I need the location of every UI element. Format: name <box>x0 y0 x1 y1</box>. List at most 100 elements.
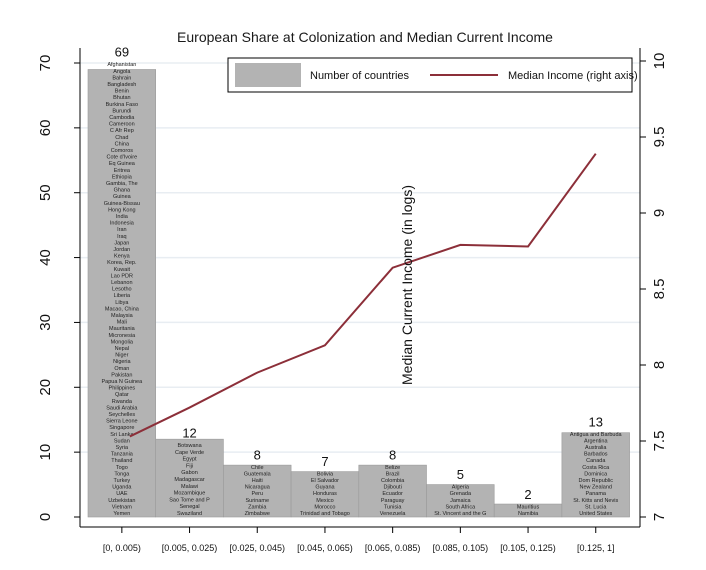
country-label: Sri Lanka <box>110 432 134 438</box>
bar <box>223 464 292 518</box>
country-label: Iraq <box>117 234 126 240</box>
country-label: Mozambique <box>174 491 206 497</box>
country-label: New Zealand <box>580 485 612 491</box>
country-label: Antigua and Barbuda <box>570 432 623 438</box>
country-label: Mongolia <box>111 339 134 345</box>
country-label: Ghana <box>114 188 131 194</box>
country-label: Morocco <box>314 504 335 510</box>
country-label: Zambia <box>248 504 267 510</box>
y-tick-label: 60 <box>37 120 54 137</box>
y2-tick-label: 7 <box>651 513 668 521</box>
y2-tick-label: 10 <box>651 53 668 70</box>
country-label: Fiji <box>186 463 193 469</box>
country-label: Korea, Rep. <box>107 260 137 266</box>
x-tick-label: [0.085, 0.105) <box>433 543 489 553</box>
country-label: Papua N Guinea <box>102 379 144 385</box>
country-label: Madagascar <box>174 477 204 483</box>
country-label: Djibouti <box>383 485 401 491</box>
country-label: Nepal <box>115 346 129 352</box>
country-label: Kenya <box>114 254 131 260</box>
country-label: Benin <box>115 89 129 95</box>
country-label: Malaysia <box>111 313 134 319</box>
y2-tick-label: 9 <box>651 209 668 217</box>
country-label: Gabon <box>181 470 198 476</box>
country-label: Jamaica <box>450 498 471 504</box>
country-label: Ecuador <box>382 491 403 497</box>
country-label: Sierra Leone <box>106 419 138 425</box>
bar-value-label: 8 <box>389 447 396 462</box>
bar <box>290 471 360 518</box>
grid <box>80 62 640 453</box>
x-tick-label: [0.065, 0.085) <box>365 543 421 553</box>
country-label: Dominica <box>584 471 608 477</box>
country-label: Qatar <box>115 392 129 398</box>
country-label: Venezuela <box>380 511 407 517</box>
country-label: Swaziland <box>177 511 202 517</box>
country-label: Costa Rica <box>582 465 610 471</box>
country-label: Indonesia <box>110 221 135 227</box>
country-label: Turkey <box>114 478 131 484</box>
country-label: Macao, China <box>105 306 140 312</box>
country-label: Kuwait <box>114 267 131 273</box>
country-label: Burkina Faso <box>106 102 138 108</box>
x-tick-label: [0.005, 0.025) <box>162 543 218 553</box>
country-label: India <box>116 214 129 220</box>
country-label: Eq Guinea <box>109 161 136 167</box>
y2-tick-label: 8 <box>651 361 668 369</box>
country-label: Seychelles <box>109 412 136 418</box>
country-label: Mauritania <box>109 326 136 332</box>
country-label: Gambia, The <box>106 181 138 187</box>
y2-tick-label: 9.5 <box>651 127 668 148</box>
country-label: Nigeria <box>113 359 131 365</box>
country-label: Afghanistan <box>107 62 136 68</box>
country-label: Haiti <box>252 478 263 484</box>
country-label: Malawi <box>181 484 198 490</box>
country-label: Libya <box>115 300 129 306</box>
country-label: C Afr Rep <box>110 128 134 134</box>
country-label: China <box>115 141 130 147</box>
country-label: Tanzania <box>111 452 134 458</box>
country-label: Lebanon <box>111 280 132 286</box>
country-label: Saudi Arabia <box>106 405 138 411</box>
y-tick-label: 70 <box>37 55 54 72</box>
y2-tick-label: 7.5 <box>651 431 668 452</box>
legend-line-label: Median Income (right axis) <box>508 70 638 82</box>
country-label: Colombia <box>381 478 405 484</box>
country-label: Peru <box>251 491 263 497</box>
legend: Number of countries Median Income (right… <box>227 57 638 93</box>
country-label: Tunisia <box>384 504 402 510</box>
country-label: Honduras <box>313 491 337 497</box>
line-series <box>129 153 597 438</box>
bar-value-label: 7 <box>321 454 328 469</box>
bar-value-label: 2 <box>524 487 531 502</box>
bar-value-label: 12 <box>182 425 196 440</box>
y-tick-label: 50 <box>37 184 54 201</box>
country-label: El Salvador <box>311 478 339 484</box>
chart-title: European Share at Colonization and Media… <box>177 29 553 45</box>
bar <box>561 432 630 518</box>
country-label: Nicaragua <box>245 485 271 491</box>
country-label: Yemen <box>113 511 130 517</box>
bars: AfghanistanAngolaBahrainBangladeshBeninB… <box>87 45 630 518</box>
x-tick-label: [0.125, 1] <box>577 543 615 553</box>
country-label: Grenada <box>450 491 472 497</box>
country-label: Ethiopia <box>112 174 133 180</box>
x-tick-label: [0.105, 0.125) <box>500 543 556 553</box>
country-label: Uganda <box>112 485 132 491</box>
country-label: Angola <box>113 69 131 75</box>
legend-bar-swatch <box>235 63 301 87</box>
bar <box>426 484 495 518</box>
country-label: Togo <box>116 465 128 471</box>
country-label: Botswana <box>177 443 202 449</box>
country-label: Cambodia <box>109 115 135 121</box>
axes: 0 10 20 30 40 50 60 70 7 7.5 8 8.5 9 9.5 10 [0, 0.005) [… <box>37 48 668 553</box>
country-label: Guatemala <box>244 471 272 477</box>
country-label: Chile <box>251 465 264 471</box>
country-label: Bhutan <box>113 95 130 101</box>
country-label: Egypt <box>183 457 198 463</box>
country-label: Liberia <box>114 293 131 299</box>
country-label: St. Kitts and Nevis <box>573 498 618 504</box>
country-label: Comoros <box>111 148 134 154</box>
country-label: Eritrea <box>114 168 131 174</box>
country-label: Sudan <box>114 438 130 444</box>
